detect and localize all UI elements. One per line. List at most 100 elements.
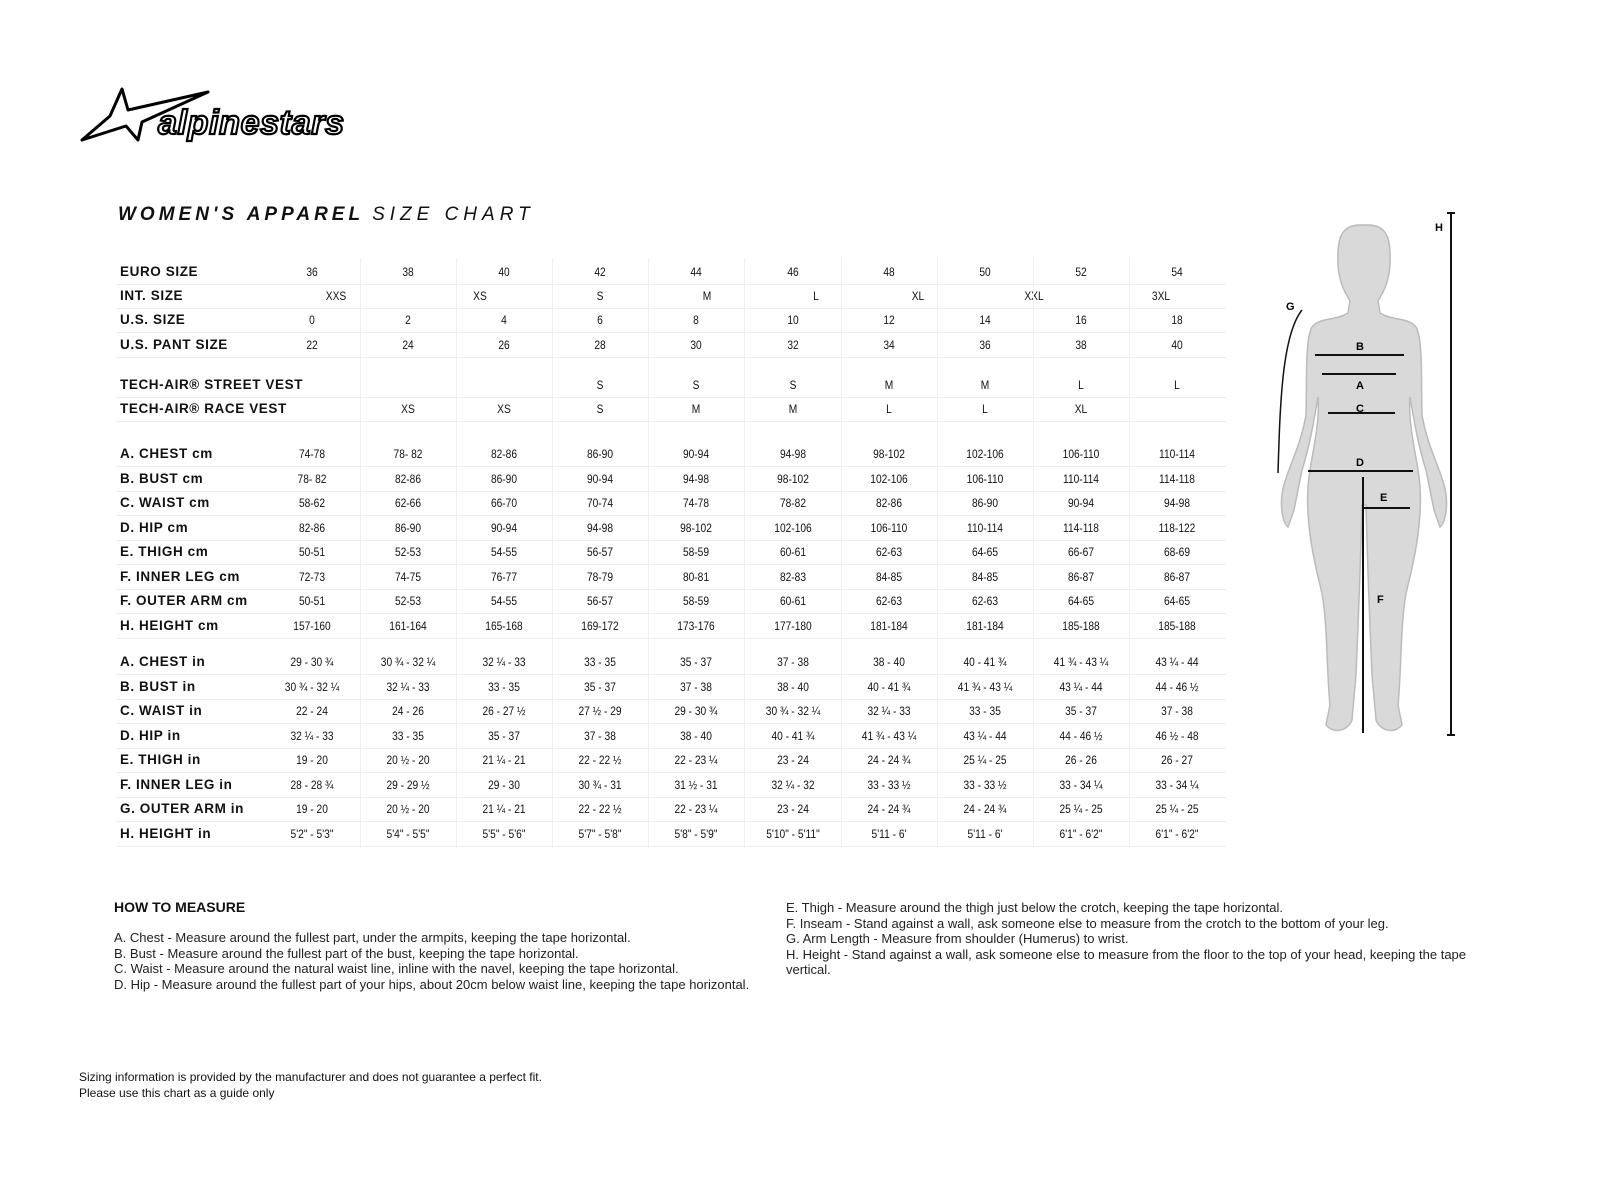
table-cell: 44 - 46 ½ [1155, 679, 1199, 694]
table-cell: 54-55 [490, 545, 518, 559]
column-divider [1033, 258, 1034, 848]
table-cell: 32 ¼ - 32 [771, 777, 815, 792]
table-cell: 37 - 38 [777, 655, 809, 669]
table-cell: 64-65 [971, 545, 999, 559]
table-cell: 94-98 [779, 447, 807, 461]
instruction-chest: A. Chest - Measure around the fullest pa… [114, 930, 631, 945]
table-cell: 82-83 [779, 569, 807, 584]
column-divider [360, 258, 361, 848]
table-cell: 106-110 [1062, 447, 1100, 461]
table-cell: 78-82 [779, 496, 807, 510]
table-cell: 41 ¾ - 43 ¼ [1053, 655, 1109, 669]
table-cell: 19 - 20 [296, 753, 328, 767]
table-cell: M [691, 402, 701, 416]
row-label: U.S. SIZE [120, 312, 186, 327]
table-cell: L [982, 402, 988, 416]
table-row: D. HIP in 32 ¼ - 33 33 - 35 35 - 37 37 - 38 3… [116, 724, 1226, 749]
table-cell: 38 [1075, 338, 1087, 352]
table-cell: 37 - 38 [680, 679, 712, 694]
table-cell: 102-106 [870, 471, 908, 486]
instruction-thigh: E. Thigh - Measure around the thigh just… [786, 900, 1283, 915]
table-cell: 161-164 [389, 618, 427, 633]
table-cell: 22 - 23 ¼ [674, 802, 718, 816]
table-cell: 114-118 [1063, 520, 1099, 535]
table-cell: 35 - 37 [488, 728, 520, 743]
table-cell: 70-74 [586, 496, 614, 510]
table-cell: 185-188 [1062, 618, 1100, 633]
disclaimer: Sizing information is provided by the ma… [79, 1070, 542, 1101]
how-to-measure-left: A. Chest - Measure around the fullest pa… [114, 930, 774, 992]
table-cell: 27 ½ - 29 [578, 704, 622, 718]
row-label: U.S. PANT SIZE [120, 337, 228, 352]
table-cell: 181-184 [966, 618, 1004, 633]
table-cell: 25 ¼ - 25 [1059, 802, 1103, 816]
table-cell: 72-73 [298, 569, 326, 584]
table-cell: 22 - 24 [296, 704, 328, 718]
table-row: H. HEIGHT in 5'2" - 5'3" 5'4" - 5'5" 5'5" -… [116, 822, 1226, 847]
table-cell: 40 - 41 ¾ [771, 728, 815, 743]
table-cell: S [596, 378, 604, 392]
table-cell: 2 [405, 313, 411, 327]
row-label: C. WAIST in [120, 703, 203, 718]
table-cell: 22 - 22 ½ [578, 753, 622, 767]
table-cell: 20 ½ - 20 [386, 753, 430, 767]
table-cell: M [788, 402, 798, 416]
table-cell: 102-106 [774, 520, 812, 535]
table-row: G. OUTER ARM in 19 - 20 20 ½ - 20 21 ¼ - 21… [116, 797, 1226, 822]
table-cell: 40 - 41 ¾ [867, 679, 911, 694]
table-cell: 64-65 [1067, 594, 1095, 608]
table-cell: 90-94 [490, 520, 518, 535]
column-divider [937, 258, 938, 848]
label-c: C [1356, 403, 1364, 415]
table-cell: 90-94 [586, 471, 614, 486]
table-row: F. OUTER ARM cm 50-51 52-53 54-55 56-57 58-59… [116, 589, 1226, 614]
row-label: C. WAIST cm [120, 495, 210, 510]
row-label: A. CHEST in [120, 654, 206, 669]
table-cell: 60-61 [779, 594, 807, 608]
table-cell: 32 ¼ - 33 [482, 655, 526, 669]
column-divider [648, 258, 649, 848]
table-cell: 82-86 [490, 447, 518, 461]
table-row: D. HIP cm 82-86 86-90 90-94 94-98 98-102 102-1… [116, 516, 1226, 541]
table-cell: M [980, 378, 990, 392]
page-title: WOMEN'S APPAREL SIZE CHART [118, 204, 535, 226]
instruction-bust: B. Bust - Measure around the fullest par… [114, 945, 579, 961]
table-cell: 16 [1075, 313, 1087, 327]
row-label: TECH-AIR® STREET VEST [120, 377, 304, 392]
table-cell: 43 ¼ - 44 [1155, 655, 1199, 669]
table-cell: 110-114 [967, 520, 1003, 535]
table-cell: 169-172 [581, 618, 619, 633]
table-cell: 5'7" - 5'8" [578, 826, 622, 841]
table-cell: 0 [309, 313, 315, 327]
table-cell: 5'10" - 5'11" [766, 826, 820, 841]
table-cell: 14 [979, 313, 991, 327]
table-cell: 35 - 37 [584, 679, 616, 694]
table-cell: 29 - 30 ¾ [674, 704, 718, 718]
table-cell: 41 ¾ - 43 ¼ [957, 679, 1013, 694]
table-cell: 5'2" - 5'3" [290, 826, 334, 841]
table-cell: 33 - 35 [584, 655, 616, 669]
table-cell: 38 - 40 [680, 728, 712, 743]
table-row: E. THIGH cm 50-51 52-53 54-55 56-57 58-59 60-6… [116, 540, 1226, 565]
table-cell: 34 [883, 338, 895, 352]
title-bold: WOMEN'S APPAREL [118, 204, 365, 225]
how-to-measure-title: HOW TO MEASURE [114, 899, 246, 915]
table-cell: 22 - 22 ½ [578, 802, 622, 816]
table-cell: XXS [325, 289, 347, 303]
table-cell: 94-98 [586, 520, 614, 535]
table-cell: 60-61 [779, 545, 807, 559]
row-label: H. HEIGHT in [120, 825, 212, 841]
table-row: H. HEIGHT cm 157-160 161-164 165-168 169-172… [116, 614, 1226, 639]
table-cell: 62-63 [875, 594, 903, 608]
table-cell: 102-106 [966, 447, 1004, 461]
table-cell: 33 - 35 [969, 704, 1001, 718]
table-row: C. WAIST in 22 - 24 24 - 26 26 - 27 ½ 27 ½ -… [116, 699, 1226, 724]
table-cell: 177-180 [774, 618, 812, 633]
table-cell: 25 ¼ - 25 [963, 753, 1007, 767]
table-cell: 40 [498, 265, 510, 279]
table-cell: 37 - 38 [584, 728, 616, 743]
table-cell: 74-78 [298, 447, 326, 461]
table-cell: 181-184 [870, 618, 908, 633]
row-label: F. INNER LEG in [120, 776, 233, 792]
table-cell: 80-81 [682, 569, 710, 584]
